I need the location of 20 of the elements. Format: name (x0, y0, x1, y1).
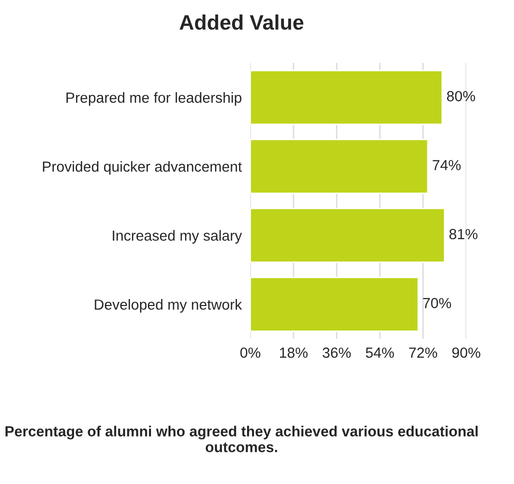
bar (250, 276, 419, 332)
y-tick-label: Developed my network (94, 299, 242, 313)
y-tick-label: Provided quicker advancement (42, 161, 242, 175)
x-tick-label: 18% (280, 348, 308, 358)
bar (250, 138, 429, 194)
data-label: 81% (449, 228, 478, 240)
bar (250, 70, 443, 125)
x-tick-label: 90% (452, 348, 480, 358)
chart-title: Added Value (180, 14, 304, 30)
data-label: 80% (447, 90, 476, 102)
x-tick-label: 72% (409, 348, 438, 358)
bar (250, 208, 446, 263)
data-label: 70% (423, 298, 452, 308)
text: Percentage of alumni who agreed they achieved various educational outcomes. (6, 426, 478, 452)
data-label: 74% (432, 160, 461, 170)
x-tick-label: 54% (366, 348, 394, 358)
x-tick-label: 0% (240, 348, 260, 358)
y-tick-label: Increased my salary (112, 230, 242, 244)
y-tick-label: Prepared me for leadership (66, 92, 242, 106)
x-tick-label: 36% (322, 348, 351, 358)
